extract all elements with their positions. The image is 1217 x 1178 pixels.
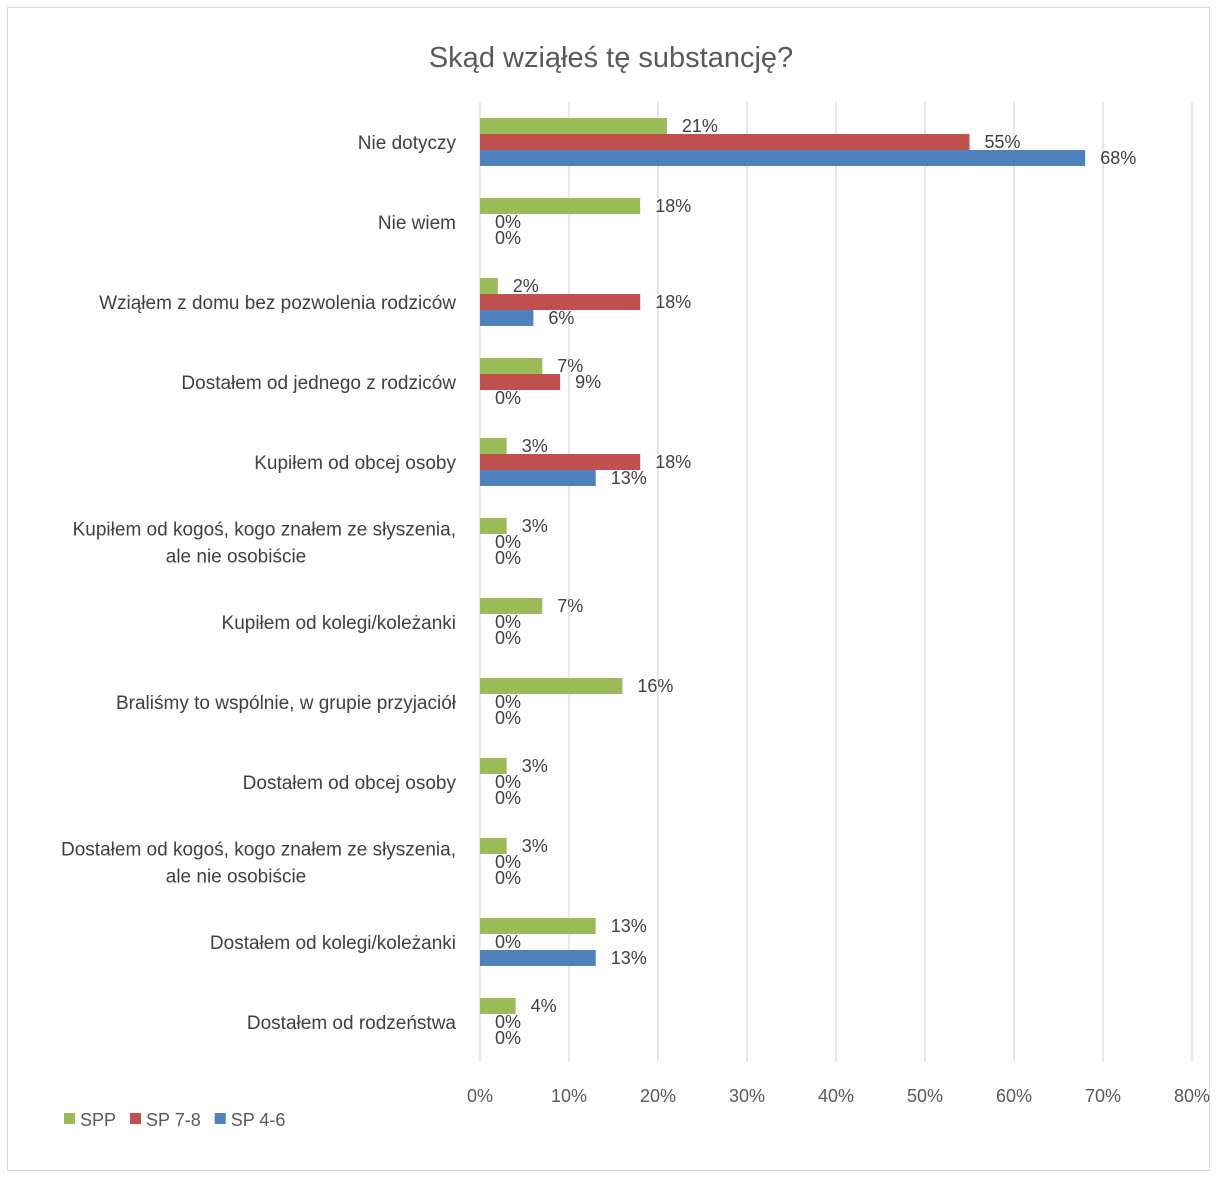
bar-sp-4-6 (480, 950, 596, 966)
gridlines (479, 102, 1193, 1062)
data-label: 3% (522, 436, 548, 456)
bar-spp (480, 918, 596, 934)
category-label: Dostałem od rodzeństwa (247, 1013, 457, 1034)
data-label: 3% (522, 836, 548, 856)
data-label: 0% (495, 628, 521, 648)
data-label: 13% (611, 916, 647, 936)
category-label: Kupiłem od kogoś, kogo znałem ze słyszen… (73, 520, 456, 568)
legend-label: SP 4-6 (231, 1110, 286, 1130)
legend-label: SPP (80, 1110, 116, 1130)
chart-title: Skąd wziąłeś tę substancję? (429, 42, 793, 74)
bar-spp (480, 678, 623, 694)
category-labels: Nie dotyczy Nie wiem Wziąłem z domu bez po… (61, 133, 457, 1034)
data-label: 0% (495, 708, 521, 728)
data-label: 18% (655, 292, 691, 312)
bar-sp-4-6 (480, 470, 596, 486)
bar-sp-7-8 (480, 134, 970, 150)
bar-sp-4-6 (480, 150, 1086, 166)
data-label: 0% (495, 388, 521, 408)
bar-spp (480, 358, 543, 374)
data-label: 0% (495, 212, 521, 232)
data-label: 0% (495, 548, 521, 568)
category-label: Dostałem od jednego z rodziców (181, 373, 456, 394)
category-label: Nie dotyczy (358, 133, 457, 154)
data-label: 0% (495, 692, 521, 712)
bar-sp-4-6 (480, 310, 534, 326)
data-label: 0% (495, 228, 521, 248)
data-label: 16% (637, 676, 673, 696)
data-label: 0% (495, 1028, 521, 1048)
bar-spp (480, 198, 641, 214)
x-tick-label: 80% (1174, 1086, 1210, 1106)
category-label: Dostałem od kogoś, kogo znałem ze słysze… (61, 840, 456, 888)
data-label: 3% (522, 516, 548, 536)
x-tick-label: 30% (729, 1086, 765, 1106)
category-label: Dostałem od kolegi/koleżanki (210, 933, 456, 954)
data-label: 55% (985, 132, 1021, 152)
data-label: 13% (611, 468, 647, 488)
category-label: Braliśmy to wspólnie, w grupie przyjació… (116, 693, 457, 714)
category-label: Kupiłem od kolegi/koleżanki (222, 613, 456, 634)
data-label: 7% (557, 356, 583, 376)
bars: 21%55%68%18%0%0%2%18%6%7%9%0%3%18%13%3%0… (480, 116, 1136, 1048)
legend-swatch (214, 1113, 226, 1124)
x-axis-tick-labels: 0% 10% 20% 30% 40% 50% 60% 70% 80% (467, 1086, 1210, 1106)
data-label: 0% (495, 772, 521, 792)
bar-spp (480, 838, 507, 854)
data-label: 0% (495, 612, 521, 632)
legend-swatch (130, 1113, 142, 1124)
category-label: Dostałem od obcej osoby (243, 773, 457, 794)
bar-spp (480, 438, 507, 454)
data-label: 0% (495, 868, 521, 888)
bar-spp (480, 278, 498, 294)
data-label: 7% (557, 596, 583, 616)
category-label: Wziąłem z domu bez pozwolenia rodziców (99, 293, 456, 314)
data-label: 18% (655, 196, 691, 216)
data-label: 0% (495, 788, 521, 808)
data-label: 21% (682, 116, 718, 136)
data-label: 6% (548, 308, 574, 328)
data-label: 0% (495, 852, 521, 872)
data-label: 68% (1100, 148, 1136, 168)
category-label: Nie wiem (378, 213, 456, 234)
data-label: 2% (513, 276, 539, 296)
category-label: Kupiłem od obcej osoby (254, 453, 456, 474)
x-tick-label: 20% (640, 1086, 676, 1106)
x-tick-label: 0% (467, 1086, 493, 1106)
x-tick-label: 70% (1085, 1086, 1121, 1106)
bar-sp-7-8 (480, 374, 561, 390)
legend-label: SP 7-8 (146, 1110, 201, 1130)
data-label: 13% (611, 948, 647, 968)
bar-sp-7-8 (480, 454, 641, 470)
data-label: 4% (531, 996, 557, 1016)
bar-spp (480, 118, 667, 134)
bar-spp (480, 518, 507, 534)
data-label: 18% (655, 452, 691, 472)
bar-sp-7-8 (480, 294, 641, 310)
data-label: 9% (575, 372, 601, 392)
data-label: 0% (495, 1012, 521, 1032)
legend: SPP SP 7-8 SP 4-6 (64, 1110, 285, 1130)
x-tick-label: 40% (818, 1086, 854, 1106)
bar-spp (480, 998, 516, 1014)
bar-spp (480, 758, 507, 774)
x-tick-label: 50% (907, 1086, 943, 1106)
x-tick-label: 10% (551, 1086, 587, 1106)
legend-swatch (64, 1113, 75, 1124)
x-tick-label: 60% (996, 1086, 1032, 1106)
bar-spp (480, 598, 543, 614)
data-label: 3% (522, 756, 548, 776)
data-label: 0% (495, 932, 521, 952)
data-label: 0% (495, 532, 521, 552)
